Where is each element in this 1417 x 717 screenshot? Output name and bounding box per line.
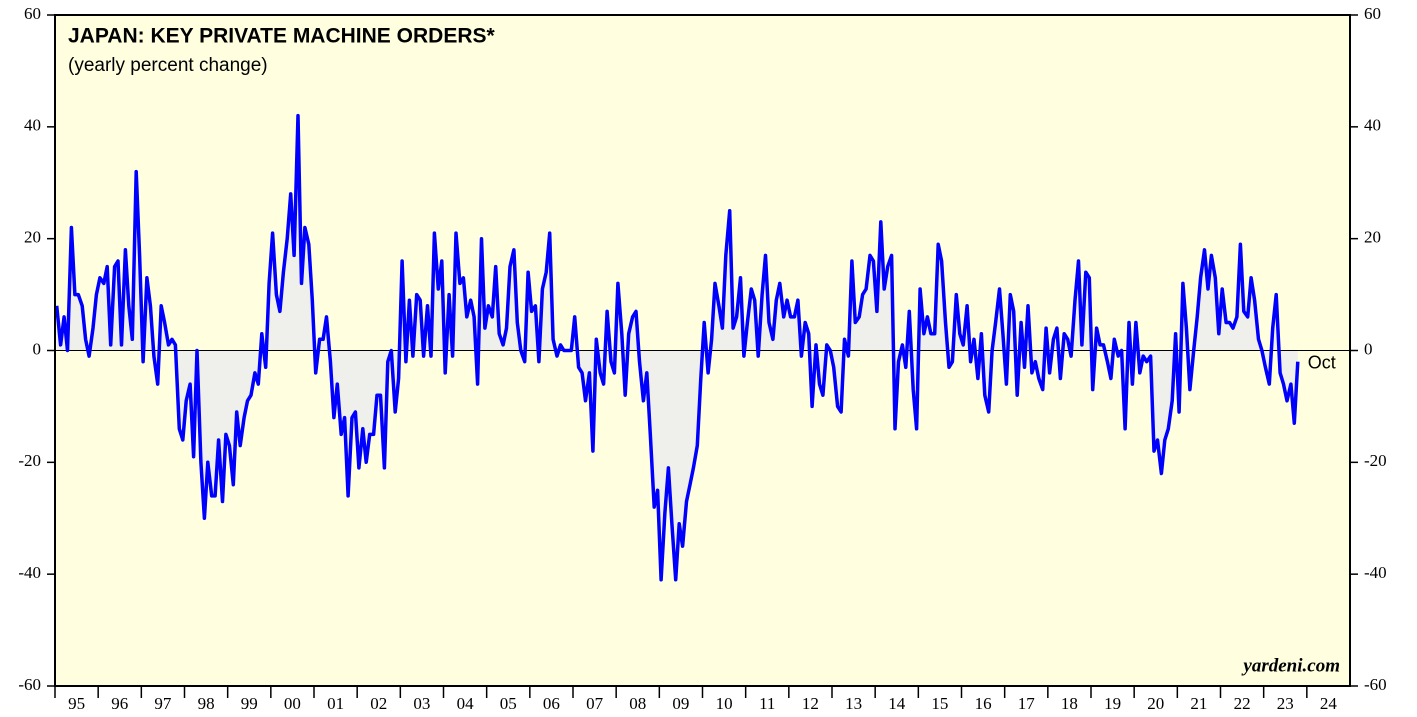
y-tick-label: 60 xyxy=(24,4,41,23)
x-tick-label: 99 xyxy=(241,694,258,713)
y2-tick-label: 60 xyxy=(1364,4,1381,23)
y2-tick-label: -40 xyxy=(1364,563,1387,582)
y2-tick-label: 20 xyxy=(1364,228,1381,247)
x-tick-label: 96 xyxy=(111,694,128,713)
x-tick-label: 02 xyxy=(370,694,387,713)
end-label: Oct xyxy=(1308,352,1336,372)
x-tick-label: 98 xyxy=(198,694,215,713)
x-tick-label: 03 xyxy=(413,694,430,713)
x-tick-label: 22 xyxy=(1234,694,1251,713)
y-tick-label: 0 xyxy=(33,339,42,358)
x-tick-label: 00 xyxy=(284,694,301,713)
y-tick-label: 20 xyxy=(24,228,41,247)
x-tick-label: 04 xyxy=(457,694,475,713)
x-tick-label: 14 xyxy=(888,694,906,713)
x-tick-label: 06 xyxy=(543,694,560,713)
x-tick-label: 21 xyxy=(1190,694,1207,713)
chart-title: JAPAN: KEY PRIVATE MACHINE ORDERS* xyxy=(68,25,495,48)
line xyxy=(54,113,1300,582)
x-tick-label: 23 xyxy=(1277,694,1294,713)
x-tick-label: 97 xyxy=(154,694,172,713)
x-tick-label: 11 xyxy=(759,694,775,713)
y-tick-label: -60 xyxy=(18,675,41,694)
y2-tick-label: -20 xyxy=(1364,451,1387,470)
x-tick-label: 12 xyxy=(802,694,819,713)
y2-tick-label: -60 xyxy=(1364,675,1387,694)
x-tick-label: 05 xyxy=(500,694,517,713)
x-tick-label: 18 xyxy=(1061,694,1078,713)
x-tick-label: 15 xyxy=(931,694,948,713)
chart-subtitle: (yearly percent change) xyxy=(68,55,268,76)
x-tick-label: 01 xyxy=(327,694,344,713)
x-tick-label: 09 xyxy=(672,694,689,713)
y2-tick-label: 40 xyxy=(1364,116,1381,135)
y2-tick-label: 0 xyxy=(1364,339,1373,358)
source-note: yardeni.com xyxy=(1241,655,1340,676)
x-tick-label: 10 xyxy=(716,694,733,713)
y-tick-label: -20 xyxy=(18,451,41,470)
x-tick-label: 07 xyxy=(586,694,604,713)
area xyxy=(56,115,1298,580)
x-tick-label: 13 xyxy=(845,694,862,713)
x-tick-label: 20 xyxy=(1147,694,1164,713)
x-tick-label: 19 xyxy=(1104,694,1121,713)
y-tick-label: -40 xyxy=(18,563,41,582)
x-tick-label: 17 xyxy=(1018,694,1036,713)
under-layer xyxy=(54,113,1350,582)
x-tick-label: 08 xyxy=(629,694,646,713)
x-tick-label: 95 xyxy=(68,694,85,713)
y-tick-label: 40 xyxy=(24,116,41,135)
x-tick-label: 24 xyxy=(1320,694,1338,713)
x-tick-label: 16 xyxy=(975,694,992,713)
